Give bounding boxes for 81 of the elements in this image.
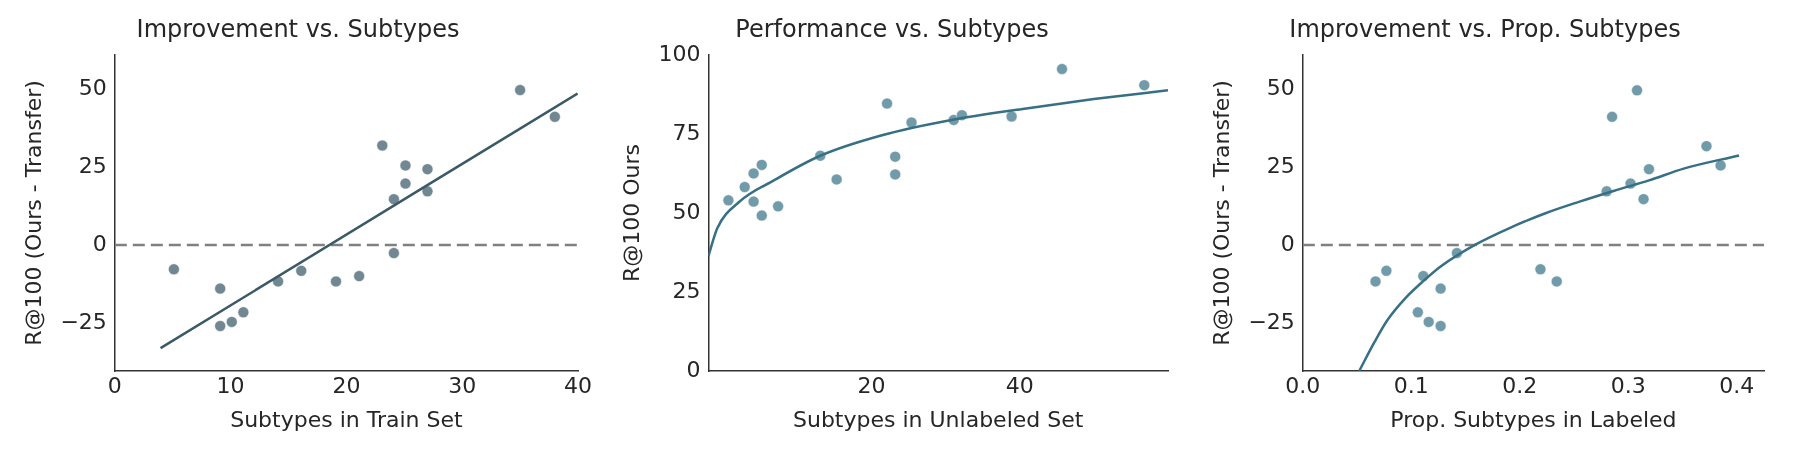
y-axis-title: R@100 (Ours - Transfer) xyxy=(20,80,46,346)
point xyxy=(1434,320,1447,332)
y-tick-label: 50 xyxy=(1266,74,1295,100)
point xyxy=(905,116,918,129)
y-tick-label: 75 xyxy=(672,119,701,145)
point xyxy=(1637,193,1650,206)
point xyxy=(1642,163,1655,176)
point xyxy=(755,209,768,222)
point xyxy=(214,282,227,295)
point xyxy=(399,177,412,190)
x-axis-title: Prop. Subtypes in Labeled xyxy=(1390,406,1677,432)
y-tick-label: 25 xyxy=(1266,152,1295,178)
chart-title: Improvement vs. Prop. Subtypes xyxy=(1289,14,1681,43)
point xyxy=(889,150,902,163)
x-tick-label: 40 xyxy=(1005,373,1034,399)
point xyxy=(548,110,561,123)
point xyxy=(353,270,366,283)
point xyxy=(1606,110,1619,123)
y-tick-label: 0 xyxy=(686,356,701,382)
x-tick-label: 20 xyxy=(857,373,886,399)
point xyxy=(881,97,894,110)
y-axis-title: R@100 Ours xyxy=(618,143,644,283)
point xyxy=(1550,275,1563,288)
x-tick-label: 10 xyxy=(216,373,245,399)
line-series xyxy=(708,88,1168,258)
point xyxy=(1138,79,1151,92)
point xyxy=(889,168,902,181)
point xyxy=(167,263,180,276)
point xyxy=(514,84,527,97)
point xyxy=(830,173,843,186)
point xyxy=(399,159,412,172)
x-tick-label: 0.3 xyxy=(1610,373,1646,399)
point xyxy=(1534,263,1547,276)
y-tick-label: 0 xyxy=(1280,230,1295,256)
point xyxy=(237,306,250,319)
point xyxy=(1700,140,1713,153)
x-axis-title: Subtypes in Unlabeled Set xyxy=(792,406,1084,432)
y-tick-label: 25 xyxy=(672,277,701,303)
line-series xyxy=(1358,154,1741,372)
point xyxy=(329,275,342,288)
chart-title: Performance vs. Subtypes xyxy=(735,14,1049,43)
y-tick-label: 100 xyxy=(658,40,701,66)
point xyxy=(1631,84,1644,97)
y-tick-label: 0 xyxy=(92,230,107,256)
point xyxy=(387,247,400,260)
point xyxy=(376,139,389,152)
point xyxy=(747,167,760,180)
point xyxy=(1422,315,1435,328)
x-axis-title: Subtypes in Train Set xyxy=(230,406,463,432)
x-tick-label: 0.2 xyxy=(1502,373,1538,399)
point xyxy=(1055,63,1068,76)
point xyxy=(214,320,227,332)
point xyxy=(1369,275,1382,288)
x-tick-label: 0.1 xyxy=(1393,373,1429,399)
point xyxy=(387,193,400,206)
point xyxy=(295,264,308,277)
y-tick-label: −25 xyxy=(60,308,107,334)
point xyxy=(1434,282,1447,295)
point xyxy=(738,181,751,194)
x-tick-label: 40 xyxy=(564,373,592,399)
y-tick-label: −25 xyxy=(1248,308,1295,334)
point xyxy=(747,195,760,208)
point xyxy=(225,315,238,328)
x-tick-label: 0.0 xyxy=(1285,373,1321,399)
x-tick-label: 30 xyxy=(448,373,477,399)
y-tick-label: 50 xyxy=(672,198,701,224)
y-axis-title: R@100 (Ours - Transfer) xyxy=(1208,80,1234,346)
x-tick-label: 0.4 xyxy=(1719,373,1755,399)
x-tick-label: 20 xyxy=(332,373,361,399)
point xyxy=(772,200,785,213)
point xyxy=(421,163,434,176)
point xyxy=(1714,159,1727,172)
point xyxy=(1411,306,1424,319)
y-tick-label: 50 xyxy=(78,74,107,100)
point xyxy=(1380,264,1393,277)
point xyxy=(421,185,434,198)
point xyxy=(755,158,768,171)
chart-title: Improvement vs. Subtypes xyxy=(136,14,460,43)
point xyxy=(1005,110,1018,123)
y-tick-label: 25 xyxy=(78,152,107,178)
point xyxy=(722,194,735,207)
